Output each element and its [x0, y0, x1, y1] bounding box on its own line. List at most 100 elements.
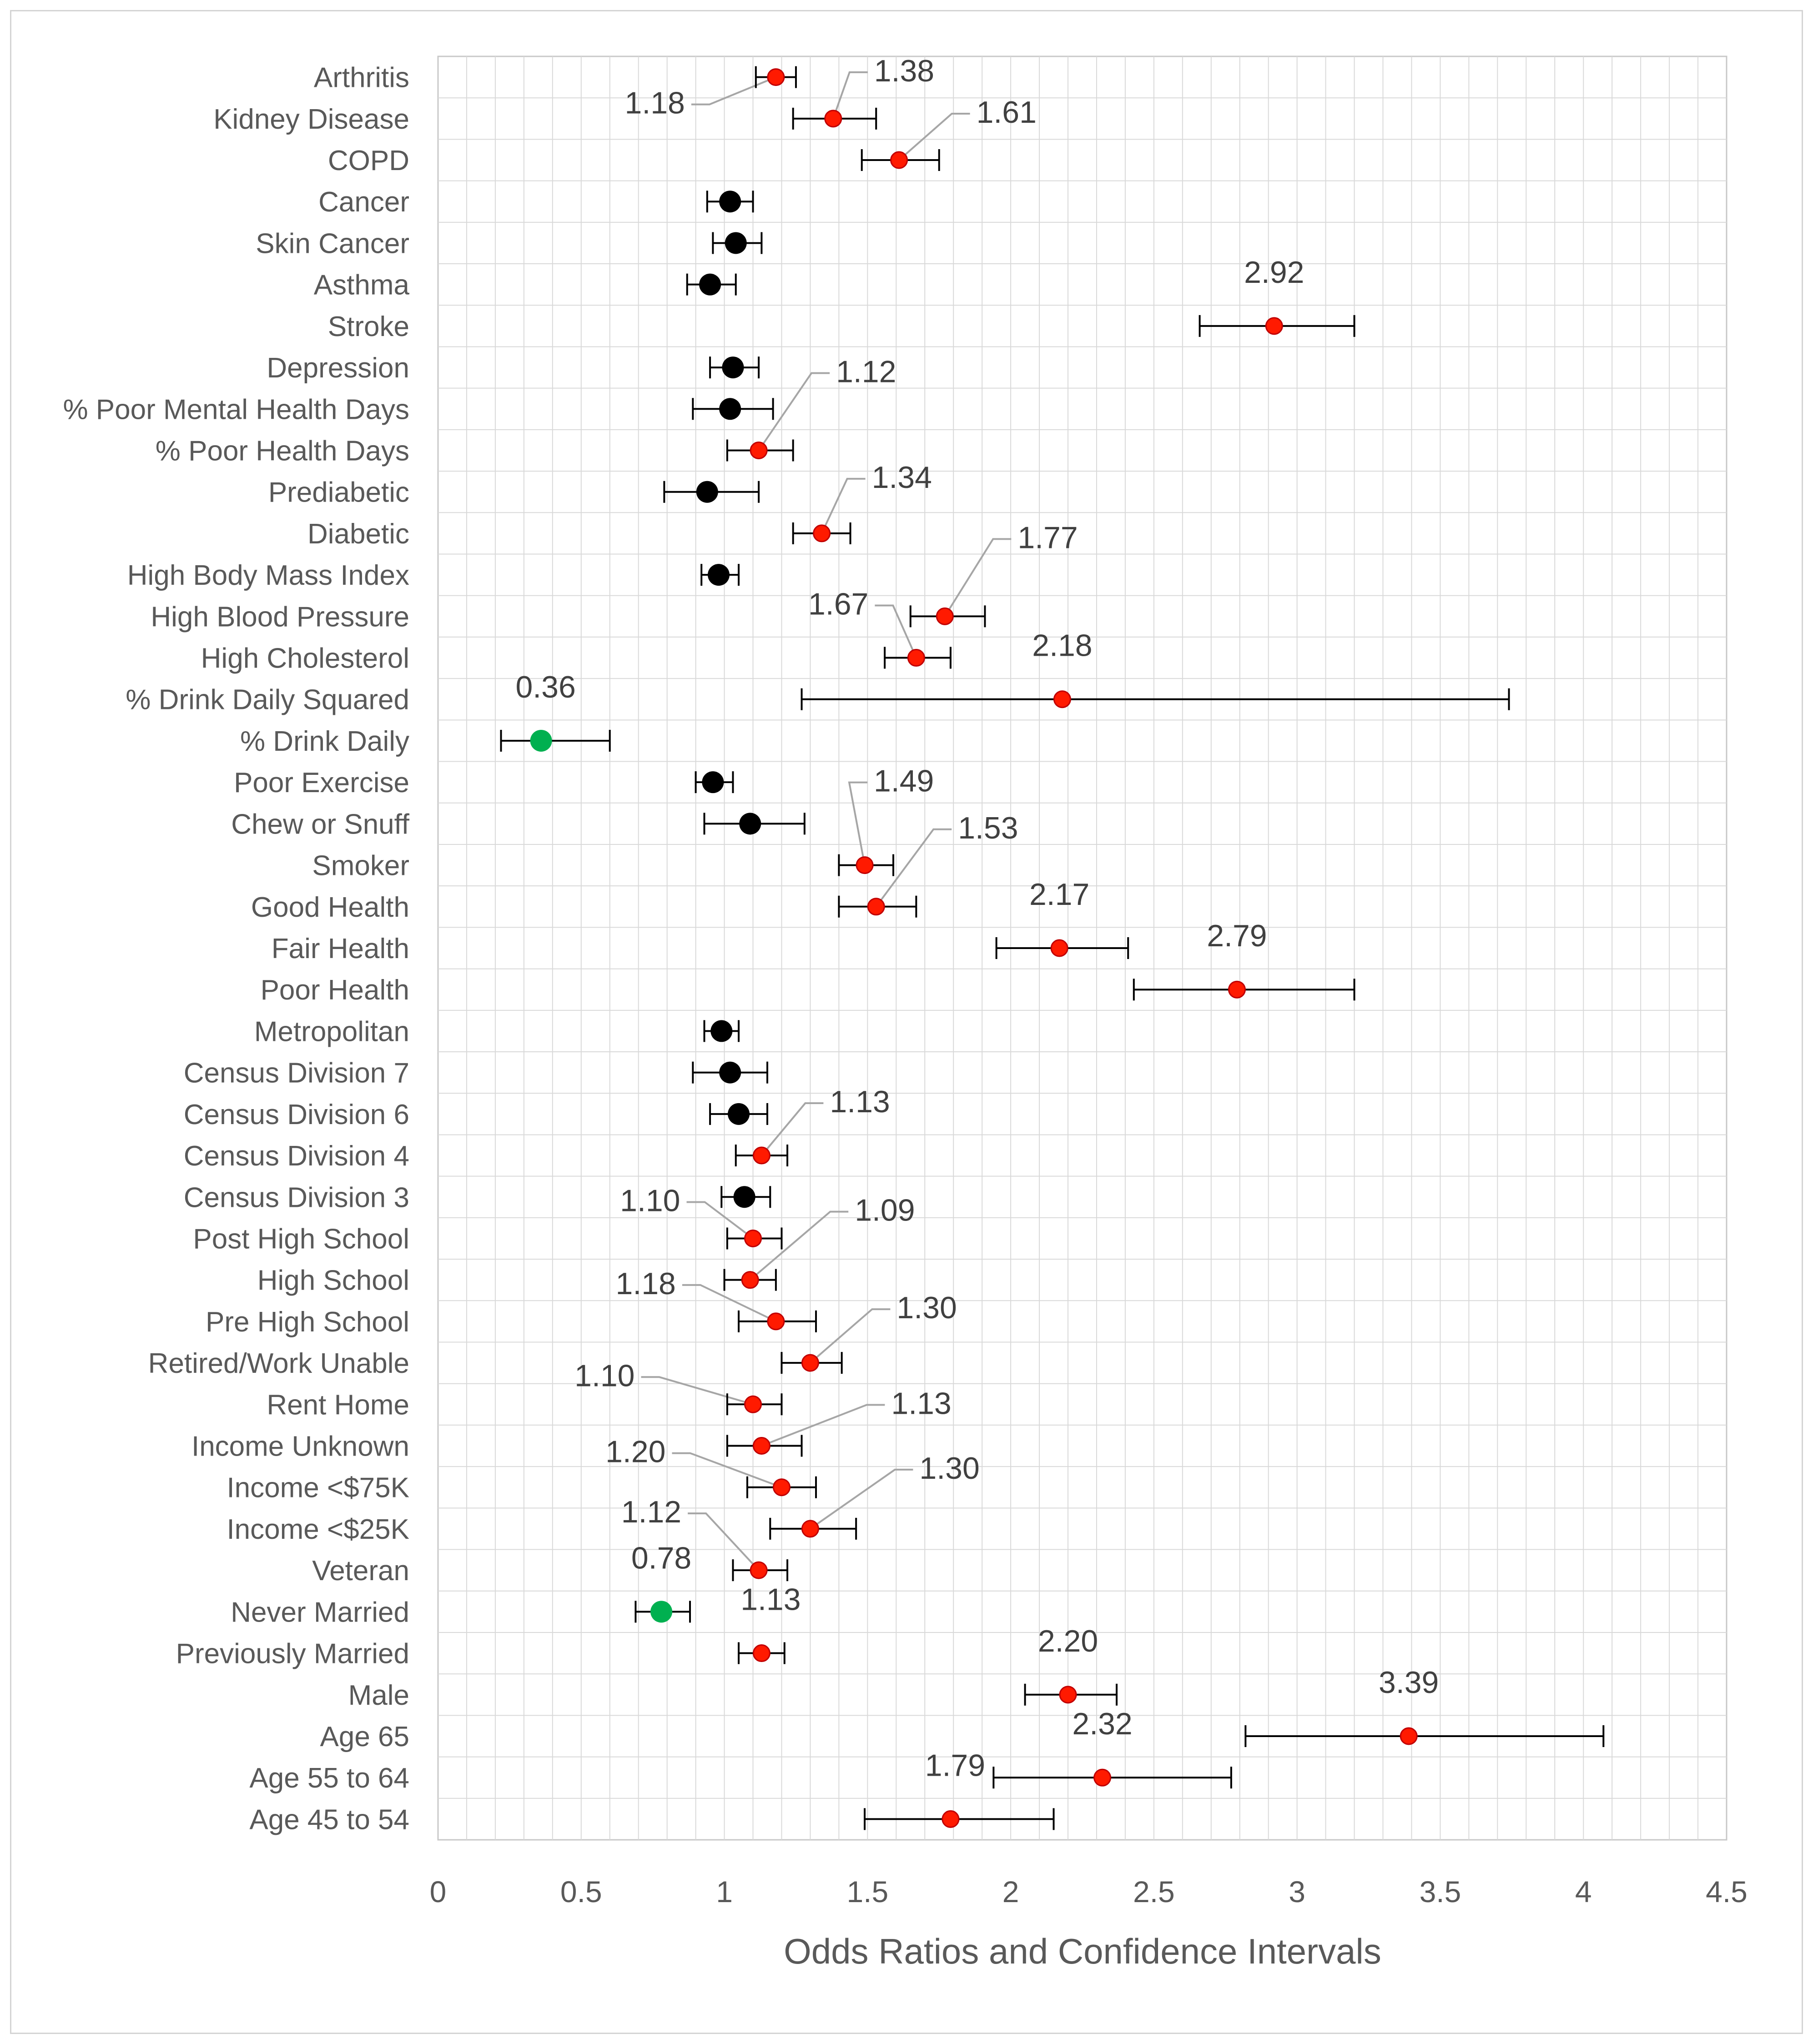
category-label: High Blood Pressure	[151, 601, 409, 633]
leader-line	[898, 113, 970, 161]
odds-ratio-point	[801, 1520, 819, 1538]
odds-ratio-point	[907, 649, 925, 667]
category-label: Fair Health	[272, 933, 409, 964]
odds-ratio-point	[801, 1354, 819, 1372]
category-label: Income <$25K	[227, 1514, 409, 1545]
category-label: Male	[348, 1680, 409, 1711]
category-label: Age 45 to 54	[249, 1804, 409, 1835]
category-label: Diabetic	[307, 518, 409, 550]
category-label: Asthma	[314, 270, 410, 301]
odds-ratio-point	[767, 1312, 785, 1331]
odds-ratio-point	[733, 1186, 755, 1208]
x-tick-label: 3.5	[1420, 1875, 1461, 1908]
odds-ratio-point	[707, 564, 730, 586]
category-label: Never Married	[231, 1597, 409, 1628]
leader-line	[761, 1404, 885, 1447]
odds-ratio-point	[744, 1229, 762, 1247]
value-label: 1.30	[919, 1451, 979, 1486]
value-label: 1.34	[872, 460, 932, 495]
category-label: Depression	[267, 352, 409, 384]
value-label: 1.13	[830, 1085, 890, 1119]
value-label: 1.13	[740, 1582, 801, 1617]
x-tick-label: 0	[430, 1875, 447, 1908]
odds-ratio-point	[1400, 1727, 1418, 1745]
leader-line	[810, 1308, 891, 1364]
odds-ratio-point	[744, 1395, 762, 1413]
category-label: % Drink Daily	[240, 726, 409, 757]
odds-ratio-point	[772, 1478, 791, 1497]
category-label: Poor Exercise	[234, 767, 409, 799]
value-label: 1.10	[620, 1183, 680, 1218]
odds-ratio-point	[750, 441, 768, 459]
category-label: Census Division 3	[184, 1182, 409, 1213]
category-label: High School	[257, 1265, 409, 1296]
category-label: Stroke	[328, 311, 409, 342]
value-label: 2.32	[1072, 1707, 1132, 1741]
leader-line	[758, 372, 830, 451]
category-label: % Drink Daily Squared	[126, 684, 409, 716]
category-label: High Body Mass Index	[127, 560, 409, 591]
category-label: Post High School	[193, 1223, 409, 1255]
value-label: 1.20	[605, 1435, 665, 1469]
x-tick-label: 2.5	[1133, 1875, 1175, 1908]
leader-line	[810, 1468, 913, 1530]
category-label: Chew or Snuff	[231, 809, 410, 840]
odds-ratio-point	[1059, 1686, 1077, 1704]
category-labels: Arthritis Kidney Disease COPD Cancer Skin Ca…	[63, 62, 409, 1836]
value-label: 1.77	[1017, 520, 1078, 555]
odds-ratio-point	[752, 1146, 771, 1165]
category-label: COPD	[328, 145, 409, 176]
odds-ratio-point	[1265, 317, 1283, 335]
category-label: Income Unknown	[191, 1431, 409, 1462]
value-label: 0.36	[515, 670, 575, 704]
odds-ratio-point	[890, 151, 908, 169]
odds-ratio-point	[1050, 939, 1068, 957]
category-label: Income <$75K	[227, 1472, 409, 1504]
category-label: % Poor Mental Health Days	[63, 394, 409, 425]
value-labels: 1.18 1.38 1.61 2.92 1.12 1.34 1.77 1.67 2.18 0.36…	[515, 54, 1439, 1783]
value-label: 2.18	[1032, 628, 1092, 663]
category-label: Skin Cancer	[256, 228, 409, 259]
category-label: Retired/Work Unable	[148, 1348, 409, 1379]
category-label: Rent Home	[267, 1389, 409, 1421]
category-label: Prediabetic	[268, 477, 409, 508]
leader-line	[832, 71, 868, 119]
odds-ratio-point	[752, 1644, 771, 1662]
category-label: Smoker	[312, 850, 409, 882]
category-label: Previously Married	[176, 1638, 409, 1670]
leader-line	[672, 1452, 782, 1488]
value-label: 0.78	[631, 1541, 691, 1575]
leader-line	[749, 1210, 849, 1281]
category-label: Age 55 to 64	[249, 1763, 409, 1794]
value-label: 1.53	[958, 811, 1018, 845]
odds-ratio-point	[696, 481, 718, 503]
leader-line	[875, 604, 917, 658]
odds-ratio-point	[722, 357, 744, 379]
category-label: Kidney Disease	[213, 104, 409, 135]
category-label: Metropolitan	[254, 1016, 409, 1047]
x-tick-label: 1.5	[846, 1875, 888, 1908]
odds-ratio-point	[752, 1437, 771, 1455]
leader-line	[686, 1201, 754, 1240]
odds-ratio-point	[1228, 980, 1246, 999]
value-label: 1.67	[808, 587, 868, 622]
value-label: 1.12	[621, 1495, 681, 1529]
value-label: 1.38	[874, 54, 934, 88]
odds-ratio-point	[728, 1103, 750, 1125]
odds-ratio-point	[739, 813, 761, 835]
category-label: Census Division 4	[184, 1140, 409, 1172]
value-label: 1.09	[855, 1193, 915, 1228]
value-label: 1.18	[616, 1266, 676, 1301]
odds-ratio-point	[699, 273, 721, 296]
x-axis-ticks: 0 0.5 1 1.5 2 2.5 3 3.5 4 4.5	[430, 1875, 1748, 1908]
leader-line	[682, 1284, 776, 1322]
leader-line	[944, 538, 1012, 617]
value-label: 1.49	[874, 764, 934, 799]
value-label: 1.30	[896, 1291, 957, 1325]
category-label: Arthritis	[314, 62, 409, 94]
category-label: Cancer	[318, 186, 409, 218]
odds-ratio-point	[719, 1061, 741, 1084]
odds-ratio-point	[942, 1810, 960, 1828]
odds-ratio-point	[1053, 690, 1071, 708]
